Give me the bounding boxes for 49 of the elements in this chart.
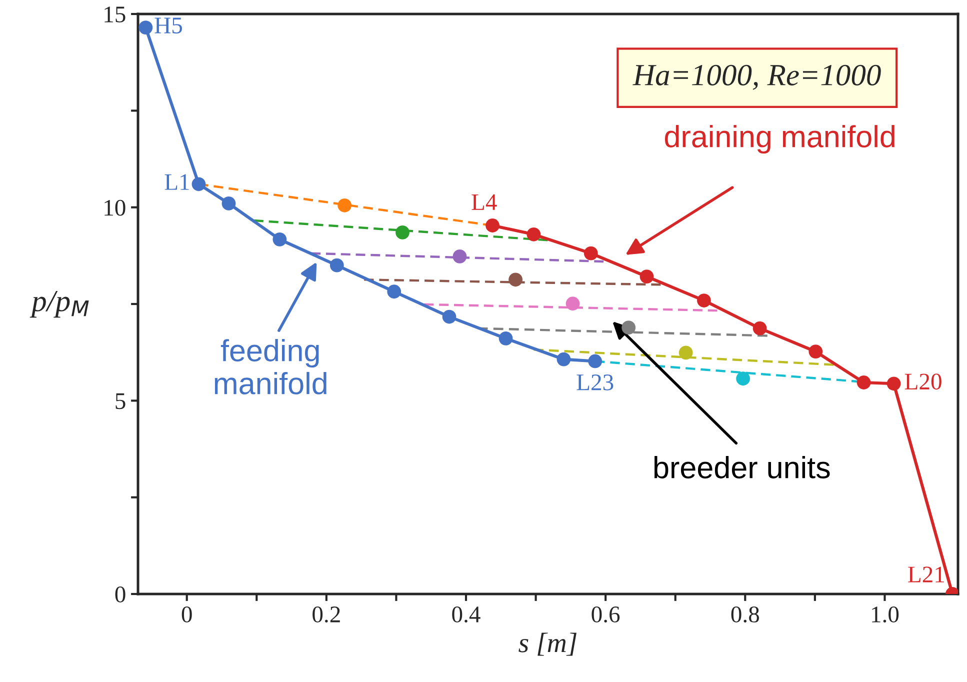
annotation: Ha=1000, Re=1000: [632, 64, 881, 90]
y-tick-label: 15: [104, 6, 126, 22]
point: [678, 346, 693, 360]
point: [498, 331, 513, 346]
point: [856, 376, 871, 390]
point: [566, 296, 580, 311]
y-axis-title: p/p$_{M}$: [30, 290, 89, 318]
point: [387, 284, 402, 299]
point: [886, 376, 901, 391]
point: [736, 372, 750, 386]
point: [584, 246, 598, 260]
point: [138, 20, 153, 34]
annotation: H5: [154, 18, 182, 34]
y-tick-label: 10: [104, 200, 126, 216]
point: [697, 294, 711, 308]
annotation: feeding manifold: [214, 339, 326, 394]
point: [192, 177, 206, 192]
annotation: draining manifold: [664, 125, 894, 154]
x-axis-title: s [m]: [518, 632, 576, 656]
point: [640, 270, 654, 284]
x-tick-label: 0.2: [312, 606, 340, 623]
point: [442, 310, 456, 324]
annotation: breeder units: [654, 456, 830, 478]
x-tick-label: 0.8: [731, 606, 760, 623]
point: [452, 249, 467, 264]
point: [330, 258, 344, 272]
point: [486, 218, 500, 232]
y-tick-label: 5: [116, 393, 126, 410]
point: [222, 196, 236, 210]
point: [272, 232, 287, 246]
point: [508, 272, 522, 287]
point: [338, 198, 352, 212]
annotation: L4: [472, 194, 497, 210]
y-tick-label: 0: [115, 586, 126, 602]
point: [588, 354, 602, 368]
annotation: L1: [164, 174, 189, 190]
annotation: L21: [908, 566, 944, 582]
x-tick-label: 1.0: [872, 606, 899, 623]
point: [752, 321, 767, 336]
x-tick-label: 0.4: [452, 606, 480, 623]
point: [556, 352, 571, 366]
point: [808, 344, 823, 359]
point: [622, 320, 636, 335]
annotation: L20: [904, 374, 942, 390]
point: [526, 227, 541, 242]
annotation: L23: [576, 374, 614, 390]
x-tick-label: 0: [182, 606, 192, 622]
x-tick-label: 0.6: [592, 606, 620, 623]
point: [396, 226, 410, 240]
